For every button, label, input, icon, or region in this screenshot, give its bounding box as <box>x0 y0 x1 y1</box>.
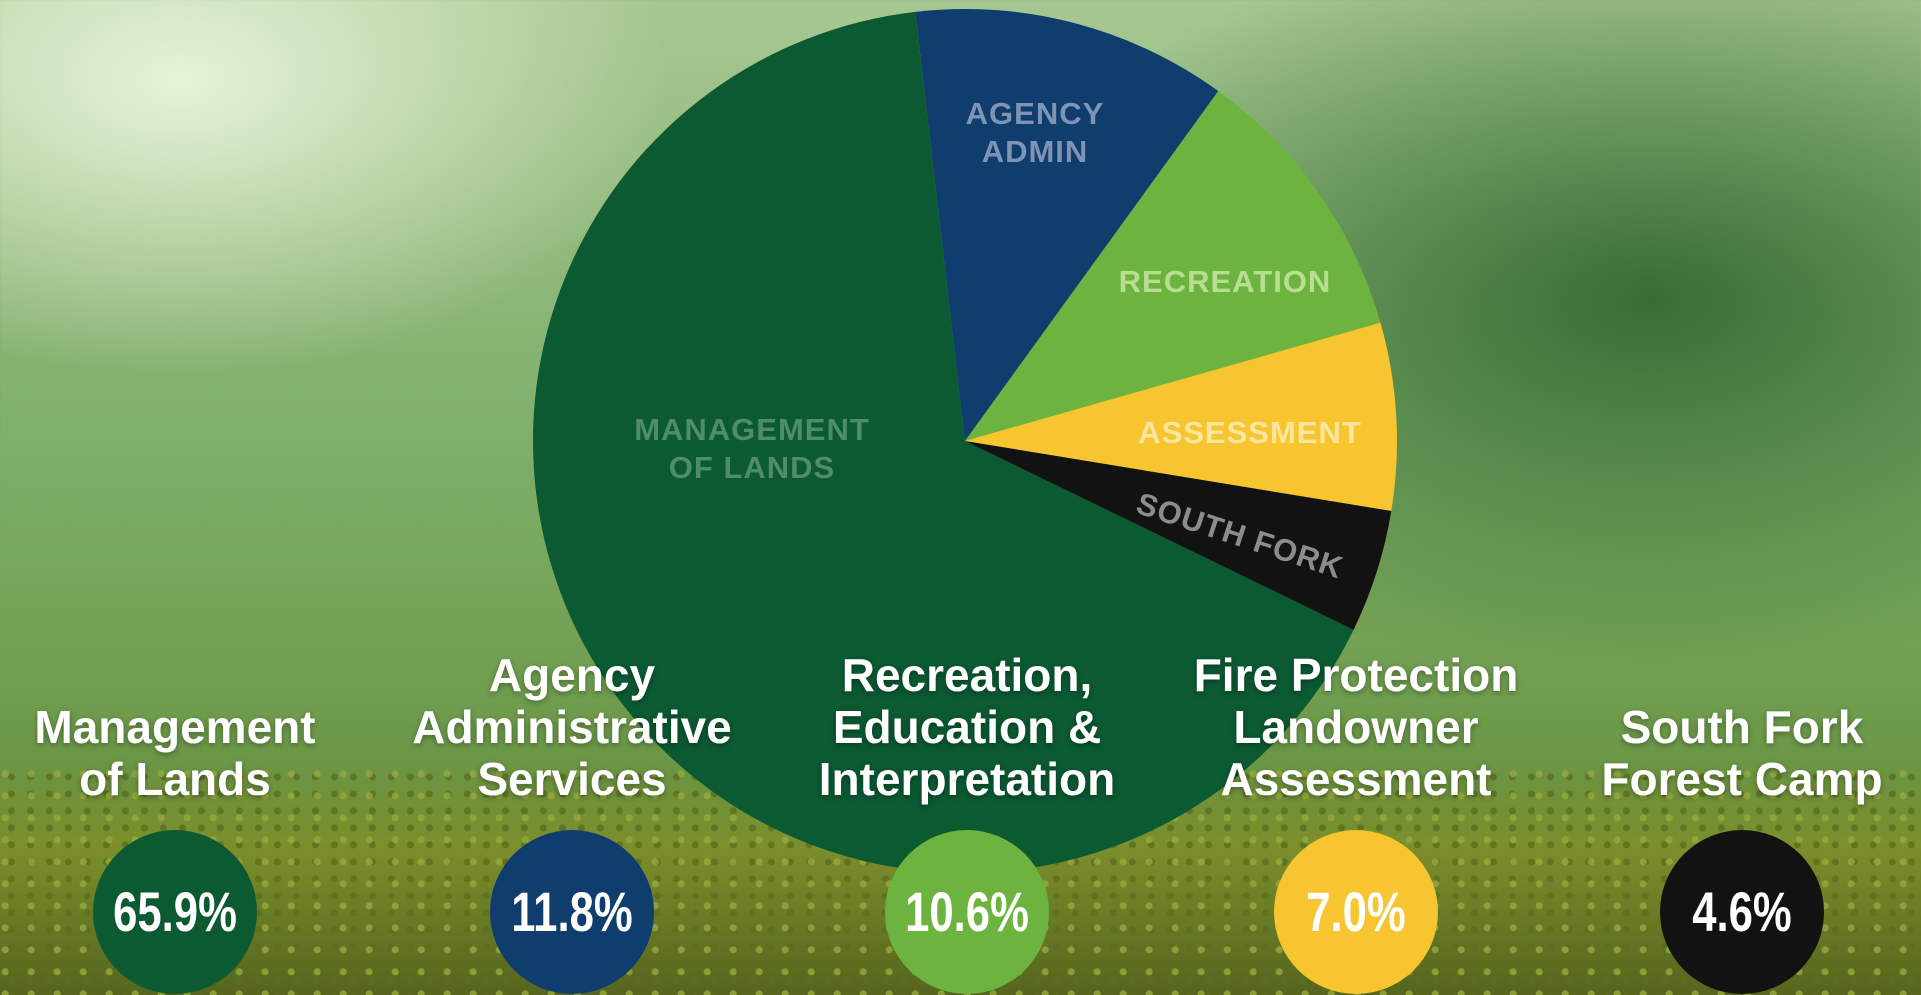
value-badge <box>885 830 1049 994</box>
slice-label-line: MANAGEMENT <box>634 412 870 447</box>
slice-label-line: AGENCY <box>966 96 1105 131</box>
value-badge <box>1660 830 1824 994</box>
pie-slice <box>965 441 1392 630</box>
slice-label: MANAGEMENT OF LANDS <box>634 412 870 485</box>
category-label-line: Administrative <box>412 701 732 753</box>
category-label: Agency Administrative Services <box>372 649 772 805</box>
value-label: 65.9% <box>113 881 237 943</box>
pie-slice <box>965 322 1397 511</box>
value-label: 11.8% <box>511 881 632 943</box>
category-label-line: Management <box>34 701 316 753</box>
slice-label: ASSESSMENT <box>1138 415 1362 450</box>
pie-slice <box>915 8 1219 441</box>
category-label-line: South Fork <box>1620 701 1864 753</box>
category-label-line: Fire Protection <box>1193 649 1519 701</box>
category-label: Fire Protection Landowner Assessment <box>1156 649 1556 805</box>
category-label-line: Landowner <box>1233 701 1479 753</box>
category-label: Recreation, Education & Interpretation <box>767 649 1167 805</box>
slice-label-line: ADMIN <box>982 134 1089 169</box>
slice-label-line: ASSESSMENT <box>1138 415 1362 450</box>
category-label: Management of Lands <box>0 701 375 805</box>
slice-label-line: OF LANDS <box>669 450 835 485</box>
slice-label-line: RECREATION <box>1119 264 1332 299</box>
category-label-line: Interpretation <box>818 753 1116 805</box>
value-label: 10.6% <box>905 881 1029 943</box>
category-label-line: Agency <box>488 649 656 701</box>
pie-slice <box>965 91 1381 441</box>
value-label: 4.6% <box>1692 881 1792 943</box>
category-label-line: Forest Camp <box>1601 753 1883 805</box>
value-badge <box>93 830 257 994</box>
category-label-line: Recreation, <box>841 649 1093 701</box>
slice-label: RECREATION <box>1119 264 1332 299</box>
category-label-line: Education & <box>832 701 1102 753</box>
value-badge <box>490 830 654 994</box>
category-label-line: of Lands <box>79 753 271 805</box>
category-label: South Fork Forest Camp <box>1542 701 1921 805</box>
category-label-line: Assessment <box>1220 753 1492 805</box>
value-badge <box>1274 830 1438 994</box>
category-label-line: Services <box>477 753 667 805</box>
value-label: 7.0% <box>1306 881 1406 943</box>
pie-slice <box>533 11 1354 874</box>
slice-label: AGENCY ADMIN <box>966 96 1105 169</box>
